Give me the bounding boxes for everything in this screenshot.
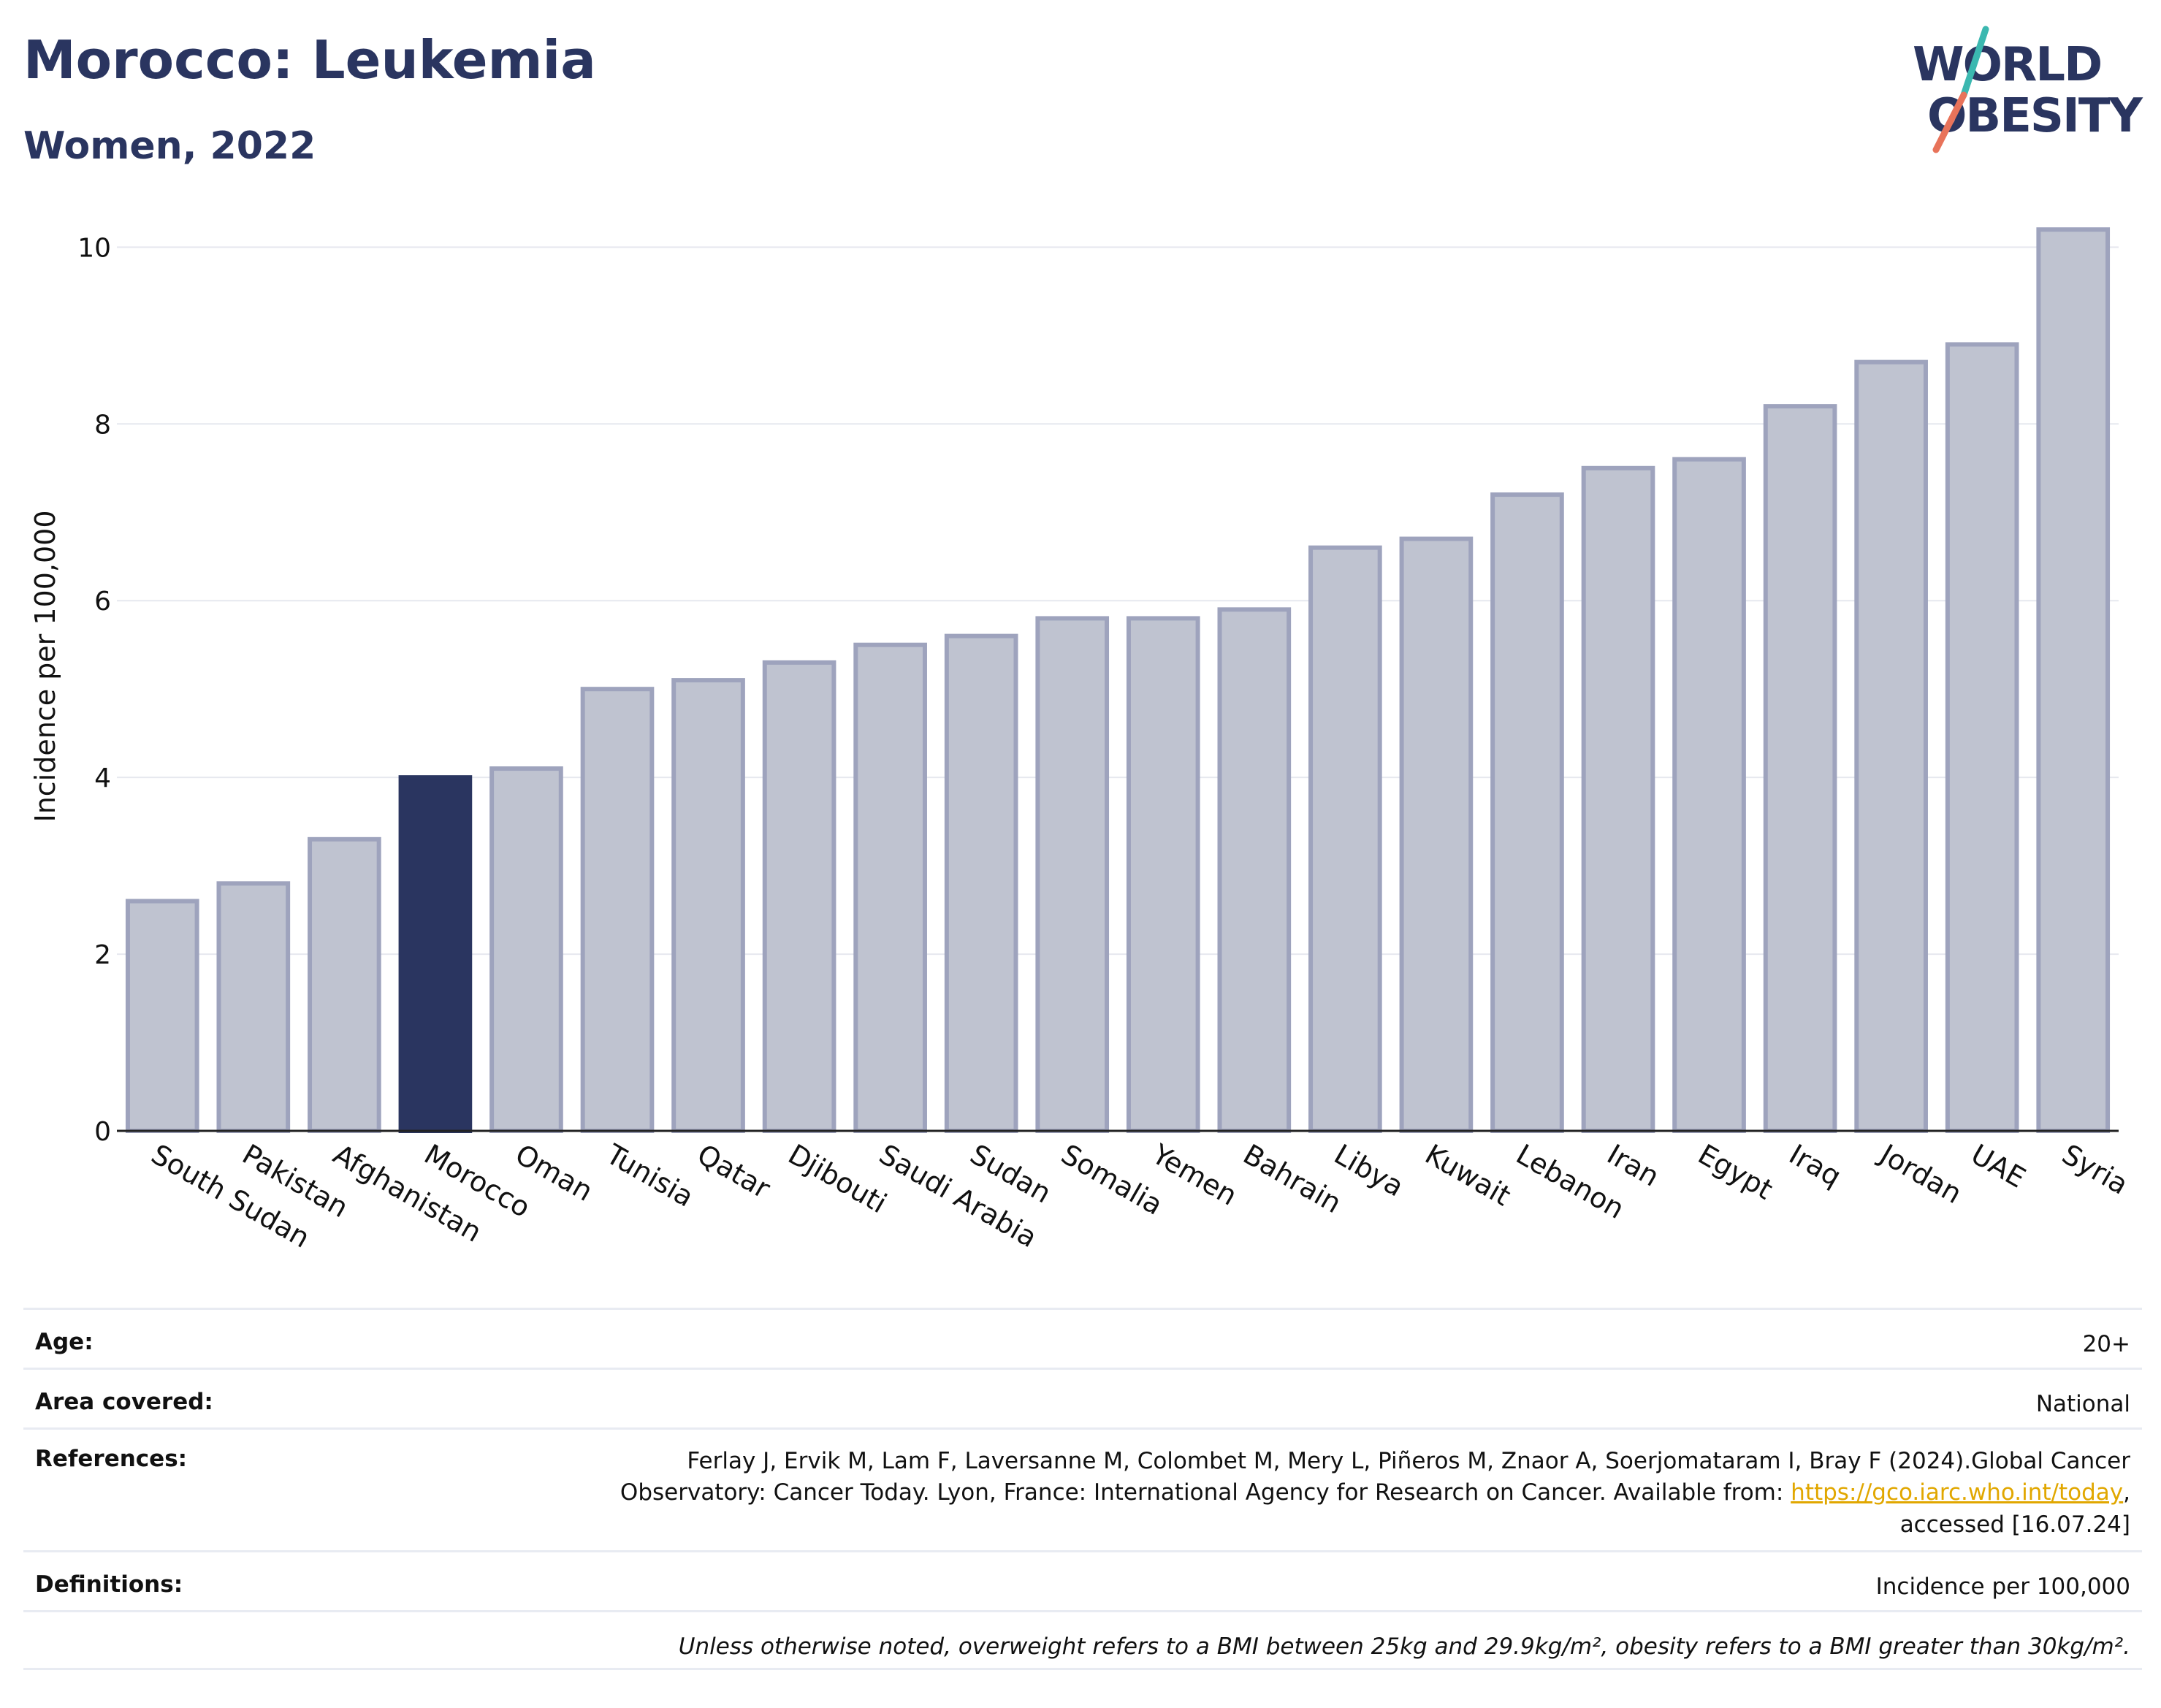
bar-chart: 0 2 4 6 8 10 South SudanPakistanAfghanistanMo… xyxy=(29,227,2134,1254)
area-label: Area covered: xyxy=(35,1389,213,1415)
references-row: References: Ferlay J, Ervik M, Lam F, La… xyxy=(23,1427,2142,1550)
x-tick-label: Somalia xyxy=(1056,1138,1168,1221)
y-tick-label: 10 xyxy=(77,233,111,263)
y-tick-label: 2 xyxy=(94,940,111,970)
bar-morocco xyxy=(398,775,473,1133)
bar-saudi-arabia xyxy=(853,642,927,1133)
bar-oman xyxy=(489,766,563,1134)
references-text-3: accessed [16.07.24] xyxy=(1899,1511,2130,1538)
references-text-1: Ferlay J, Ervik M, Lam F, Laversanne M, … xyxy=(687,1448,2130,1474)
logo-slash-coral xyxy=(1932,91,1967,153)
y-tick-label: 8 xyxy=(94,410,111,440)
y-axis-label: Incidence per 100,000 xyxy=(29,510,61,822)
definitions-value: Incidence per 100,000 xyxy=(1875,1574,2130,1600)
bar-iraq xyxy=(1763,404,1837,1133)
x-tick-label: Qatar xyxy=(692,1138,776,1205)
bar-somalia xyxy=(1035,616,1110,1133)
x-tick-label: Iraq xyxy=(1784,1138,1847,1193)
x-axis-ticks: South SudanPakistanAfghanistanMoroccoOma… xyxy=(146,1137,2134,1254)
bar-south-sudan xyxy=(125,899,199,1133)
bar-lebanon xyxy=(1490,492,1564,1133)
bar-tunisia xyxy=(580,687,655,1133)
references-link[interactable]: https://gco.iarc.who.int/today xyxy=(1791,1479,2124,1506)
y-tick-label: 0 xyxy=(94,1117,111,1147)
x-tick-label: Tunisia xyxy=(601,1137,699,1213)
area-value: National xyxy=(2035,1391,2130,1417)
references-value: Ferlay J, Ervik M, Lam F, Laversanne M, … xyxy=(620,1448,2130,1538)
x-tick-label: Syria xyxy=(2057,1138,2133,1201)
bar-kuwait xyxy=(1399,536,1474,1133)
world-obesity-logo: WORLD OBESITY xyxy=(1913,26,2144,153)
note-row: Unless otherwise noted, overweight refer… xyxy=(23,1610,2142,1670)
bar-libya xyxy=(1308,545,1382,1133)
y-tick-label: 6 xyxy=(94,587,111,617)
x-tick-label: UAE xyxy=(1966,1138,2031,1194)
logo-slash-teal xyxy=(1960,26,1989,99)
definitions-row: Definitions: Incidence per 100,000 xyxy=(23,1550,2142,1610)
bar-iran xyxy=(1581,465,1655,1133)
bar-bahrain xyxy=(1217,607,1292,1133)
age-row: Age: 20+ xyxy=(23,1308,2142,1368)
metadata-table: Age: 20+ Area covered: National Referenc… xyxy=(23,1308,2142,1670)
bar-pakistan xyxy=(216,881,291,1134)
age-value: 20+ xyxy=(2082,1331,2130,1357)
logo-line1: WORLD xyxy=(1913,38,2101,92)
y-tick-label: 4 xyxy=(94,763,111,793)
bar-uae xyxy=(1945,342,2019,1134)
bar-yemen xyxy=(1126,616,1200,1133)
x-tick-label: Bahrain xyxy=(1238,1138,1346,1220)
bar-sudan xyxy=(944,633,1018,1133)
x-tick-label: Iran xyxy=(1602,1138,1665,1193)
bar-djibouti xyxy=(762,660,836,1133)
bar-series xyxy=(125,227,2111,1134)
x-tick-label: Kuwait xyxy=(1419,1138,1516,1213)
bar-syria xyxy=(2036,227,2111,1134)
bar-jordan xyxy=(1854,359,1928,1133)
area-row: Area covered: National xyxy=(23,1368,2142,1427)
x-tick-label: Jordan xyxy=(1873,1137,1967,1211)
definitions-label: Definitions: xyxy=(35,1571,183,1598)
x-tick-label: Djibouti xyxy=(783,1138,893,1220)
bar-qatar xyxy=(671,678,745,1133)
y-axis-ticks: 0 2 4 6 8 10 xyxy=(77,233,111,1147)
x-tick-label: Egypt xyxy=(1693,1138,1778,1206)
bmi-note: Unless otherwise noted, overweight refer… xyxy=(678,1633,2130,1660)
references-label: References: xyxy=(35,1446,188,1472)
age-label: Age: xyxy=(35,1329,94,1355)
bar-egypt xyxy=(1672,457,1746,1133)
references-text-2: Observatory: Cancer Today. Lyon, France:… xyxy=(620,1479,1784,1506)
page-subtitle: Women, 2022 xyxy=(23,124,316,168)
bar-afghanistan xyxy=(308,836,381,1133)
page-title: Morocco: Leukemia xyxy=(23,29,596,91)
